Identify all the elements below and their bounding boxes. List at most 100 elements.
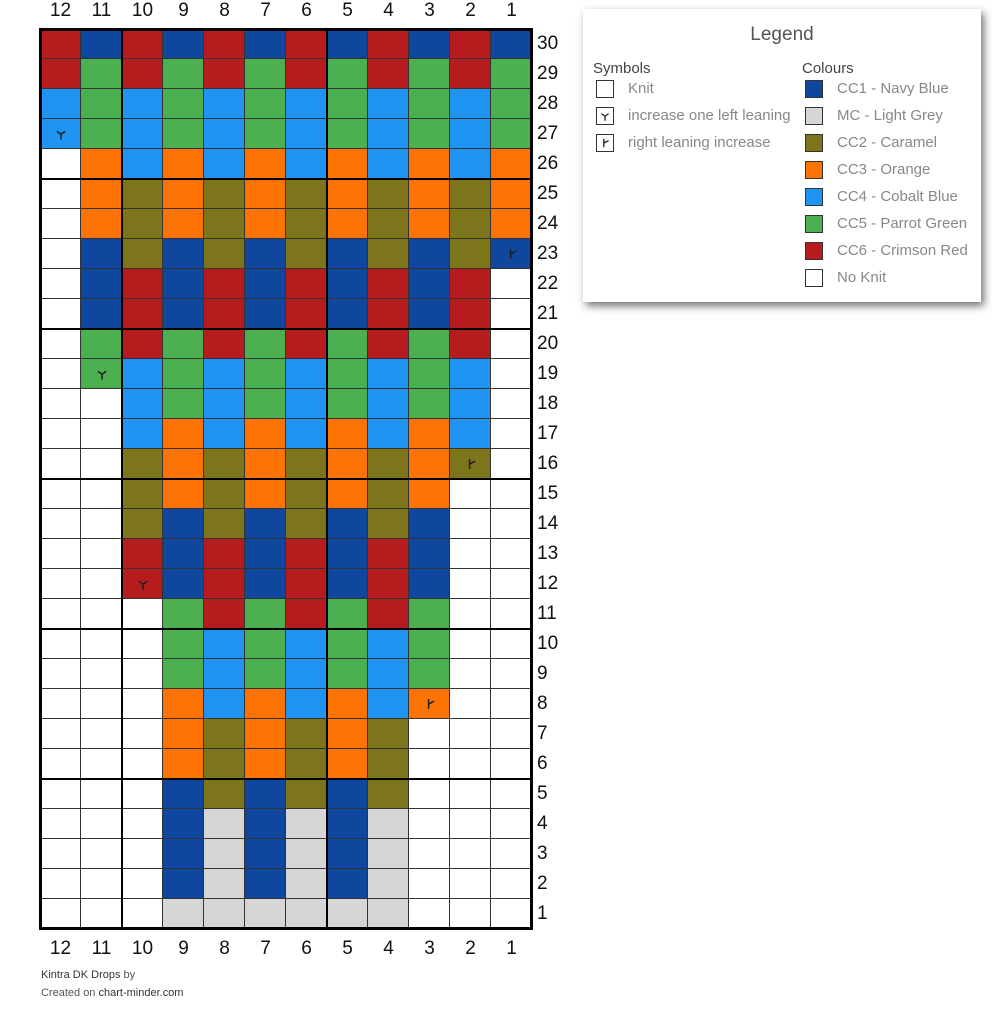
grid-divider [39,628,533,630]
column-number-bottom: 4 [383,938,394,959]
chart-cell [327,809,368,839]
grid-divider [121,28,123,930]
chart-cell [450,209,491,239]
chart-cell [204,179,245,209]
chart-cell [40,479,81,509]
chart-cell [368,179,409,209]
chart-cell [40,569,81,599]
chart-cell [450,389,491,419]
chart-cell [450,29,491,59]
row-number: 5 [537,783,548,804]
chart-cell [81,749,122,779]
site-link[interactable]: chart-minder.com [98,987,184,999]
chart-cell [327,359,368,389]
chart-cell [163,29,204,59]
row-number: 8 [537,693,548,714]
chart-cell [40,689,81,719]
chart-cell [450,629,491,659]
chart-cell [245,269,286,299]
column-number-top: 7 [260,0,271,21]
colour-swatch [805,80,823,98]
chart-cell [204,779,245,809]
chart-cell [122,209,163,239]
chart-cell [245,539,286,569]
chart-cell [491,179,532,209]
chart-cell [450,299,491,329]
row-number: 18 [537,393,559,414]
chart-cell [163,419,204,449]
column-number-bottom: 3 [424,938,435,959]
chart-cell [286,419,327,449]
colour-swatch [805,242,823,260]
chart-cell [327,449,368,479]
chart-cell [286,29,327,59]
chart-cell [163,299,204,329]
chart-cell [163,389,204,419]
chart-cell [491,449,532,479]
chart-cell [245,209,286,239]
column-number-top: 2 [465,0,476,21]
legend-colour-label: CC6 - Crimson Red [837,242,968,259]
chart-cell [327,509,368,539]
chart-cell [491,419,532,449]
chart-cell [286,59,327,89]
colour-swatch [805,134,823,152]
chart-cell [286,89,327,119]
chart-cell [245,29,286,59]
chart-cell [163,719,204,749]
column-number-top: 10 [131,0,154,21]
chart-cell [409,89,450,119]
chart-cell [81,119,122,149]
chart-cell [409,869,450,899]
chart-cell [163,209,204,239]
chart-cell [204,569,245,599]
chart-cell [409,779,450,809]
chart-cell [204,449,245,479]
chart-cell [286,389,327,419]
chart-cell [40,89,81,119]
chart-cell [450,809,491,839]
chart-cell [245,389,286,419]
chart-cell [286,689,327,719]
row-number: 10 [537,633,559,654]
chart-cell [204,89,245,119]
chart-cell [450,599,491,629]
chart-cell [327,59,368,89]
row-number: 6 [537,753,548,774]
chart-cell [122,239,163,269]
colour-swatch [805,188,823,206]
chart-cell [409,269,450,299]
column-number-top: 9 [178,0,189,21]
chart-cell [40,29,81,59]
chart-cell [491,479,532,509]
chart-cell [491,629,532,659]
chart-cell [81,269,122,299]
chart-cell [450,89,491,119]
colour-swatch [805,161,823,179]
chart-cell [245,839,286,869]
grid-divider [326,28,328,930]
chart-cell [491,869,532,899]
chart-cell [204,389,245,419]
chart-cell [286,749,327,779]
chart-cell [81,509,122,539]
chart-cell [163,179,204,209]
chart-cell [122,869,163,899]
chart-cell [245,359,286,389]
chart-cell [40,869,81,899]
chart-cell [327,29,368,59]
chart-cell [81,569,122,599]
legend-symbol-label: right leaning increase [628,134,771,151]
chart-cell [245,299,286,329]
chart-grid [39,28,534,931]
column-number-top: 12 [49,0,72,21]
colour-swatch [805,269,823,287]
chart-cell [81,659,122,689]
chart-cell [368,299,409,329]
grid-divider [39,778,533,780]
chart-cell [368,659,409,689]
chart-cell [245,779,286,809]
chart-cell [122,389,163,419]
chart-cell [327,119,368,149]
chart-cell [122,509,163,539]
